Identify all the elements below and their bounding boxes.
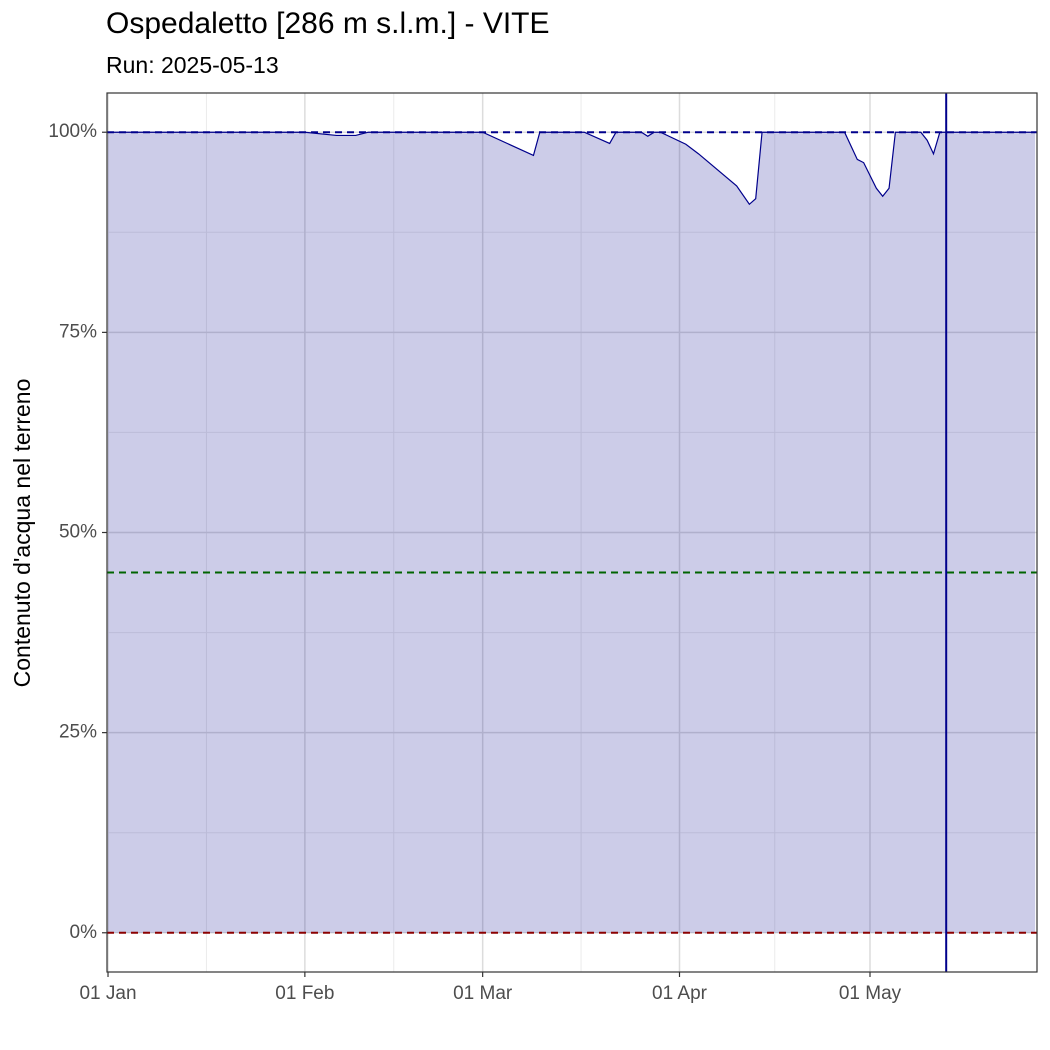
x-tick-label: 01 Feb [275, 983, 334, 1004]
line [108, 131, 1036, 206]
y-tick-label: 0% [70, 922, 98, 943]
y-tick-label: 75% [59, 321, 97, 342]
area [108, 132, 1036, 933]
y-axis-label: Contenuto d'acqua nel terreno [9, 379, 35, 688]
x-tick-label: 01 Jan [79, 983, 136, 1004]
x-tick-label: 01 Apr [652, 983, 708, 1004]
x-tick-label: 01 Mar [453, 983, 513, 1004]
plot-border [106, 92, 1038, 973]
y-tick-label: 100% [48, 121, 97, 142]
y-tick-label: 25% [59, 722, 97, 743]
y-tick-label: 50% [59, 522, 97, 543]
x-tick-label: 01 May [839, 983, 902, 1004]
chart-title: Ospedaletto [286 m s.l.m.] - VITE [106, 7, 550, 40]
chart-subtitle: Run: 2025-05-13 [106, 52, 279, 78]
